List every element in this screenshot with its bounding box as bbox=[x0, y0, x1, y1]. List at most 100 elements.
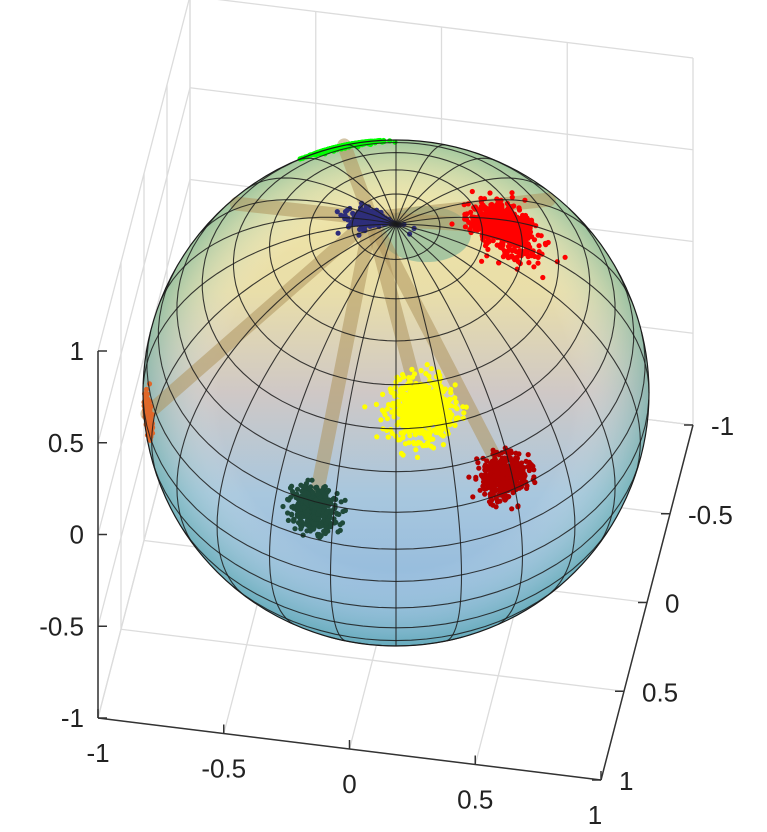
longitude-line bbox=[395, 223, 616, 549]
scatter-point bbox=[501, 476, 507, 482]
scatter-point bbox=[482, 472, 488, 479]
scatter-point bbox=[431, 427, 437, 433]
scatter-point bbox=[323, 493, 329, 499]
scatter-point bbox=[397, 377, 403, 383]
scatter-point bbox=[499, 465, 505, 471]
scatter-point bbox=[291, 516, 297, 523]
scatter-point bbox=[299, 524, 305, 530]
scatter-point bbox=[479, 204, 485, 210]
scatter-point bbox=[526, 467, 533, 474]
cluster-spoke bbox=[364, 211, 512, 484]
y-tick-label: -0.5 bbox=[688, 500, 733, 530]
scatter-point bbox=[484, 458, 490, 464]
scatter-point bbox=[314, 486, 320, 492]
scatter-point bbox=[487, 190, 493, 196]
longitude-line bbox=[395, 223, 463, 642]
longitude-line bbox=[395, 216, 633, 303]
scatter-point bbox=[512, 257, 518, 263]
scatter-point bbox=[296, 497, 302, 503]
scatter-point bbox=[519, 476, 525, 482]
scatter-point bbox=[462, 224, 468, 230]
scatter-point bbox=[421, 442, 427, 449]
latitude-line bbox=[395, 467, 639, 609]
scatter-point bbox=[513, 248, 519, 255]
scatter-point bbox=[311, 514, 317, 520]
x-tick-label: 1 bbox=[588, 800, 602, 830]
scatter-point bbox=[493, 504, 499, 510]
scatter-point bbox=[446, 396, 453, 402]
longitude-line bbox=[395, 199, 592, 233]
latitude-line bbox=[232, 586, 397, 642]
scatter-point bbox=[379, 407, 385, 413]
scatter-point bbox=[526, 219, 532, 225]
x-tick-label: 0 bbox=[342, 769, 356, 799]
scatter-point bbox=[311, 525, 317, 531]
scatter-point bbox=[412, 418, 418, 424]
scatter-point bbox=[400, 435, 406, 441]
scatter-point bbox=[412, 432, 418, 438]
scatter-point bbox=[491, 212, 497, 218]
scatter-point bbox=[461, 410, 467, 416]
scatter-point bbox=[518, 253, 524, 259]
scatter-point bbox=[399, 418, 405, 424]
latitude-line bbox=[395, 268, 635, 513]
scatter-point bbox=[489, 201, 495, 208]
scatter-point bbox=[147, 410, 153, 416]
scatter-point bbox=[311, 503, 318, 510]
cluster-points bbox=[466, 445, 538, 512]
longitude-line bbox=[395, 223, 641, 476]
scatter-point bbox=[412, 414, 418, 420]
scatter-point bbox=[423, 391, 429, 397]
scatter-point bbox=[466, 474, 472, 480]
scatter-point bbox=[421, 411, 427, 417]
scatter-point bbox=[301, 504, 307, 511]
scatter-point bbox=[426, 373, 432, 379]
scatter-point bbox=[433, 413, 440, 419]
scatter-point bbox=[430, 401, 436, 407]
longitude-line bbox=[395, 223, 576, 594]
scatter-point bbox=[328, 509, 335, 516]
scatter-point bbox=[490, 447, 496, 453]
scatter-point bbox=[507, 215, 513, 221]
scatter-point bbox=[507, 455, 513, 462]
scatter-point bbox=[481, 486, 487, 492]
scatter-point bbox=[484, 479, 491, 485]
scatter-point bbox=[491, 484, 497, 490]
scatter-point bbox=[509, 190, 515, 196]
latitude-line bbox=[395, 152, 591, 430]
scatter-point bbox=[531, 467, 537, 473]
longitude-line bbox=[395, 223, 524, 625]
scatter-point bbox=[392, 384, 398, 390]
scatter-point bbox=[522, 231, 529, 237]
scatter-point bbox=[295, 520, 302, 526]
scatter-point bbox=[477, 487, 483, 493]
scatter-point bbox=[406, 375, 412, 381]
scatter-point bbox=[365, 204, 372, 210]
longitude-line bbox=[151, 223, 397, 476]
scatter-point bbox=[491, 473, 497, 479]
scatter-point bbox=[309, 477, 315, 483]
scatter-point bbox=[491, 227, 497, 233]
scatter-point bbox=[357, 226, 363, 232]
x-tick-label: -0.5 bbox=[201, 754, 246, 784]
back-wall-grid-h-line bbox=[217, 0, 694, 59]
longitude-line bbox=[142, 223, 397, 385]
scatter-point bbox=[516, 239, 522, 245]
scatter-point bbox=[398, 412, 404, 418]
scatter-point bbox=[385, 434, 391, 440]
scatter-point bbox=[311, 521, 317, 527]
axis-lines bbox=[97, 350, 694, 781]
scatter-point bbox=[423, 435, 429, 441]
scatter-point bbox=[374, 434, 380, 440]
longitude-line bbox=[268, 223, 397, 625]
scatter-point bbox=[424, 362, 430, 368]
scatter-point bbox=[528, 463, 534, 469]
scatter-point bbox=[144, 398, 150, 404]
scatter-point bbox=[468, 209, 474, 215]
longitude-line bbox=[329, 223, 397, 642]
scatter-point bbox=[498, 229, 504, 235]
scatter-point bbox=[508, 247, 514, 253]
scatter-point bbox=[428, 443, 434, 449]
scatter-point bbox=[303, 500, 309, 506]
scatter-point bbox=[496, 209, 502, 215]
